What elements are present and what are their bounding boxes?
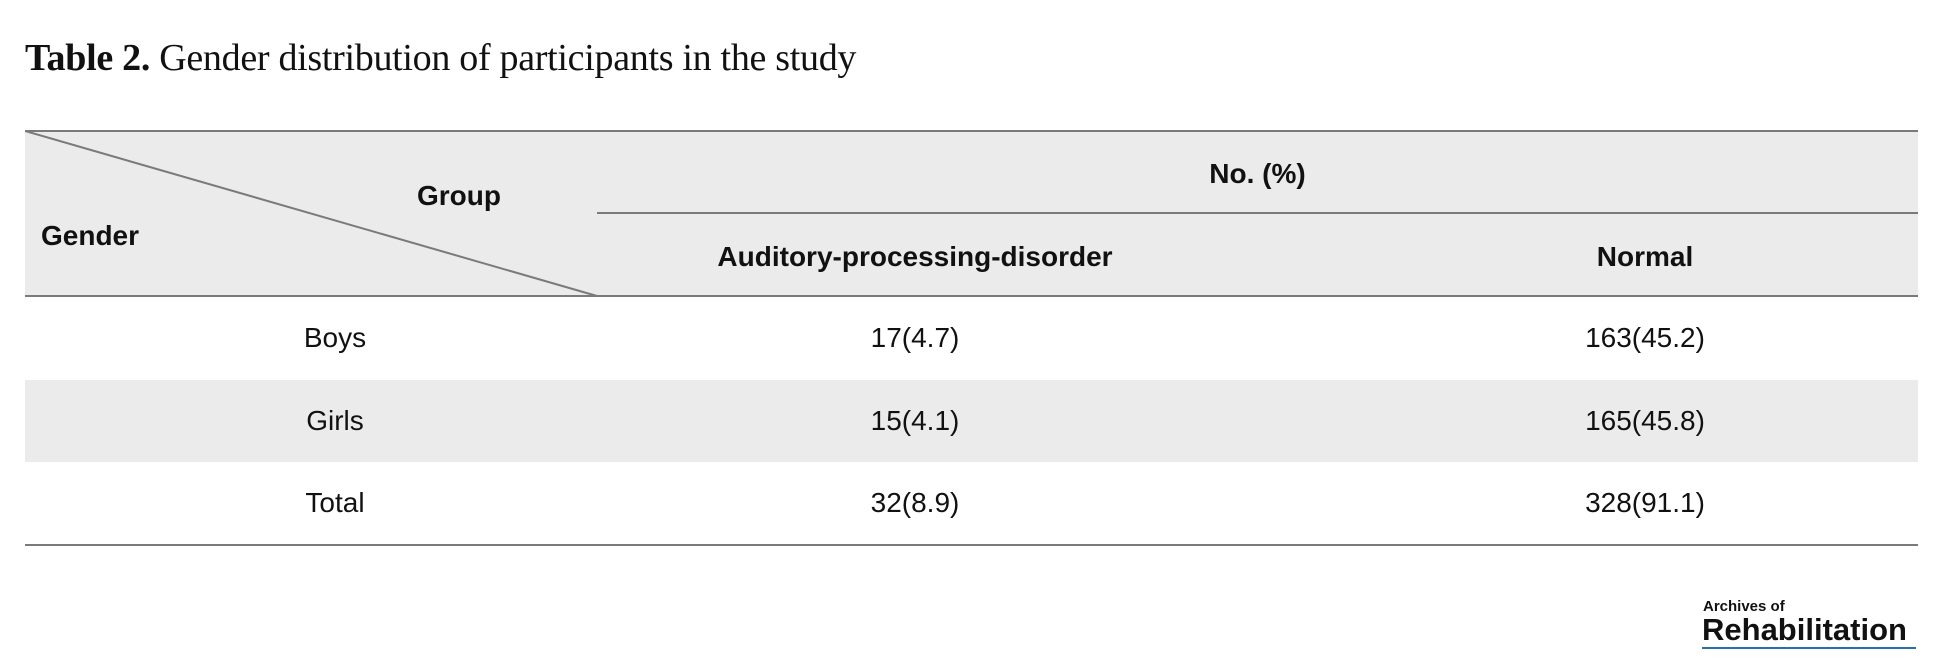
group-header-no-percent: No. (%): [1209, 158, 1306, 189]
row-total-gender: Total: [305, 487, 365, 518]
logo-line-archives: Archives of: [1703, 598, 1785, 615]
group-header-rule: [597, 212, 1918, 214]
row-girls-gender: Girls: [306, 405, 364, 436]
row-boys-apd: 17(4.7): [870, 322, 960, 353]
logo-line-rehabilitation: Rehabilitation: [1702, 612, 1907, 647]
logo-underline: [1702, 647, 1916, 649]
table-bottom-rule: [25, 544, 1918, 546]
table-caption: Table 2. Gender distribution of particip…: [25, 36, 856, 80]
table-top-rule: [25, 130, 1918, 132]
corner-diagonal-line: [25, 130, 598, 297]
table-caption-label: Table 2.: [25, 37, 151, 79]
row-total-apd: 32(8.9): [870, 487, 960, 518]
header-bottom-rule: [25, 295, 1918, 297]
corner-label-gender: Gender: [41, 220, 140, 251]
row-total-normal: 328(91.1): [1585, 487, 1705, 518]
table-caption-text: Gender distribution of participants in t…: [159, 37, 857, 79]
corner-label-group: Group: [417, 180, 501, 211]
row-girls-normal: 165(45.8): [1585, 405, 1705, 436]
row-shading-girls: [25, 380, 1918, 462]
row-boys-gender: Boys: [303, 322, 367, 353]
column-header-normal: Normal: [1596, 241, 1694, 272]
row-girls-apd: 15(4.1): [870, 405, 960, 436]
journal-logo: Archives of Rehabilitation: [1700, 598, 1916, 656]
column-header-apd: Auditory-processing-disorder: [717, 241, 1113, 272]
row-boys-normal: 163(45.2): [1585, 322, 1705, 353]
data-table: Group Gender No. (%) Auditory-processing…: [25, 130, 1918, 546]
